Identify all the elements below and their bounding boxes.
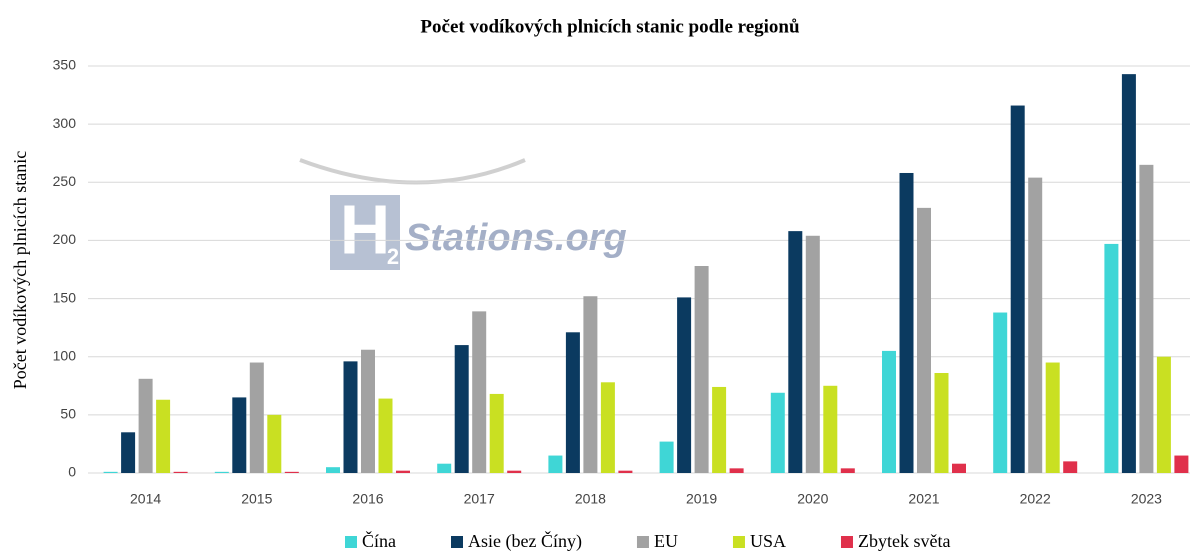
x-tick-label: 2023	[1131, 491, 1162, 507]
y-tick-label: 350	[53, 57, 77, 73]
bar	[472, 311, 487, 473]
bar	[1121, 74, 1136, 473]
legend-swatch	[345, 536, 357, 548]
legend-label: EU	[654, 531, 678, 551]
bar	[173, 471, 188, 473]
y-tick-label: 200	[53, 231, 77, 247]
legend-swatch	[636, 536, 649, 548]
bar	[729, 468, 744, 473]
bar	[1045, 362, 1060, 473]
bar	[437, 463, 452, 473]
bar	[396, 470, 410, 473]
bar	[788, 231, 803, 473]
legend-label: Čína	[362, 530, 396, 551]
bar	[770, 392, 785, 473]
watermark-box	[330, 195, 400, 270]
bar	[583, 296, 598, 473]
x-tick-label: 2020	[797, 491, 828, 507]
bar	[934, 372, 949, 473]
x-tick-label: 2018	[575, 491, 606, 507]
bar	[454, 345, 469, 473]
bar	[232, 397, 247, 473]
y-axis-label: Počet vodíkových plnicích stanic	[10, 151, 30, 389]
bar	[565, 332, 580, 473]
x-tick-label: 2014	[130, 491, 161, 507]
bar	[1010, 105, 1025, 473]
bar	[1028, 177, 1043, 474]
x-tick-label: 2022	[1020, 491, 1051, 507]
bar	[343, 361, 358, 473]
x-tick-label: 2019	[686, 491, 717, 507]
bar	[138, 378, 153, 473]
bar	[917, 207, 931, 473]
bar	[805, 235, 820, 473]
watermark-h: H	[340, 190, 391, 268]
bar	[121, 432, 136, 473]
bar	[156, 399, 171, 473]
bar	[214, 471, 229, 473]
bar	[1174, 455, 1189, 473]
bar	[103, 471, 118, 473]
bar	[507, 470, 522, 473]
bar	[249, 362, 264, 473]
bar	[840, 468, 855, 473]
bar	[677, 297, 692, 473]
watermark-text: Stations.org	[405, 217, 627, 259]
bar	[694, 266, 709, 473]
bar	[823, 385, 838, 473]
bar	[1104, 243, 1119, 473]
bar	[993, 312, 1008, 473]
bar	[489, 393, 504, 473]
legend-label: Zbytek světa	[858, 531, 950, 551]
bar	[1156, 356, 1171, 473]
bar	[267, 414, 282, 473]
y-tick-label: 150	[53, 289, 77, 305]
bar	[361, 349, 375, 473]
x-tick-label: 2015	[241, 491, 272, 507]
bar	[882, 350, 896, 473]
legend-swatch	[840, 536, 853, 548]
legend-swatch	[732, 536, 745, 548]
bar	[548, 455, 563, 473]
chart-title: Počet vodíkových plnicích stanic podle r…	[420, 16, 800, 37]
bar	[618, 470, 633, 473]
bar	[1063, 461, 1078, 473]
y-tick-label: 0	[68, 464, 76, 480]
bar	[1139, 164, 1154, 474]
watermark-arrow	[299, 158, 526, 185]
bar	[600, 382, 615, 473]
legend-swatch	[451, 536, 463, 548]
x-tick-label: 2016	[352, 491, 383, 507]
bar	[712, 386, 727, 473]
bar	[284, 471, 299, 473]
bar	[378, 398, 393, 473]
bar	[326, 467, 340, 473]
bar	[659, 441, 674, 473]
bar	[952, 463, 966, 473]
watermark: H 2 Stations.org	[299, 158, 627, 270]
legend-label: USA	[750, 531, 786, 551]
y-tick-label: 100	[53, 347, 77, 363]
watermark-sub: 2	[387, 244, 399, 269]
y-tick-label: 300	[53, 115, 77, 131]
legend-label: Asie (bez Číny)	[468, 530, 582, 552]
x-tick-label: 2017	[464, 491, 495, 507]
y-tick-label: 250	[53, 173, 77, 189]
bar	[899, 172, 914, 474]
y-tick-label: 50	[60, 406, 76, 422]
x-tick-label: 2021	[908, 491, 939, 507]
